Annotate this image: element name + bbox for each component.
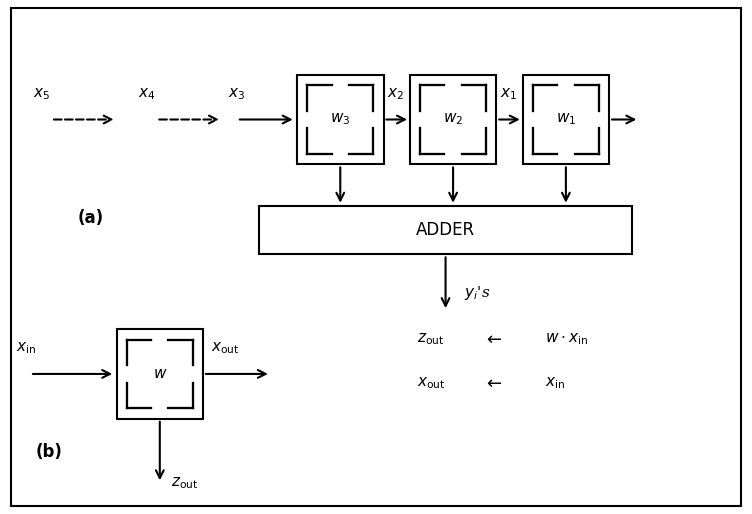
Bar xyxy=(117,329,203,419)
Bar xyxy=(523,75,609,164)
Text: (a): (a) xyxy=(77,209,103,228)
Text: $x_5$: $x_5$ xyxy=(33,86,50,101)
Text: $x_\mathrm{in}$: $x_\mathrm{in}$ xyxy=(17,340,36,356)
Text: $w \cdot x_\mathrm{in}$: $w \cdot x_\mathrm{in}$ xyxy=(545,332,588,347)
Text: $w_1$: $w_1$ xyxy=(556,112,576,127)
Bar xyxy=(297,75,384,164)
Text: $x_\mathrm{out}$: $x_\mathrm{out}$ xyxy=(211,340,239,356)
Text: $z_\mathrm{out}$: $z_\mathrm{out}$ xyxy=(417,332,444,347)
Text: $z_\mathrm{out}$: $z_\mathrm{out}$ xyxy=(171,475,199,491)
Text: $\leftarrow$: $\leftarrow$ xyxy=(483,330,502,348)
Text: $w_2$: $w_2$ xyxy=(443,112,463,127)
Bar xyxy=(410,75,496,164)
Text: $\leftarrow$: $\leftarrow$ xyxy=(483,374,502,392)
Text: $x_\mathrm{out}$: $x_\mathrm{out}$ xyxy=(417,375,446,391)
Text: $x_4$: $x_4$ xyxy=(138,86,156,101)
Text: (b): (b) xyxy=(35,443,62,462)
Text: $w$: $w$ xyxy=(153,367,167,381)
Text: $w_3$: $w_3$ xyxy=(330,112,350,127)
Bar xyxy=(259,206,632,254)
Text: $x_\mathrm{in}$: $x_\mathrm{in}$ xyxy=(545,375,566,391)
Text: $x_3$: $x_3$ xyxy=(229,86,245,101)
Text: $x_1$: $x_1$ xyxy=(500,86,517,101)
Text: $x_2$: $x_2$ xyxy=(387,86,405,101)
Text: $y_i$'s: $y_i$'s xyxy=(465,284,491,302)
Text: ADDER: ADDER xyxy=(416,221,475,239)
